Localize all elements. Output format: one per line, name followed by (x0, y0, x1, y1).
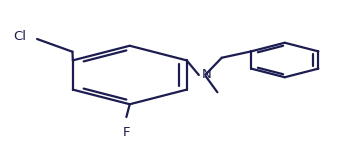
Text: F: F (123, 126, 130, 139)
Text: Cl: Cl (13, 30, 26, 42)
Text: N: N (202, 69, 211, 81)
